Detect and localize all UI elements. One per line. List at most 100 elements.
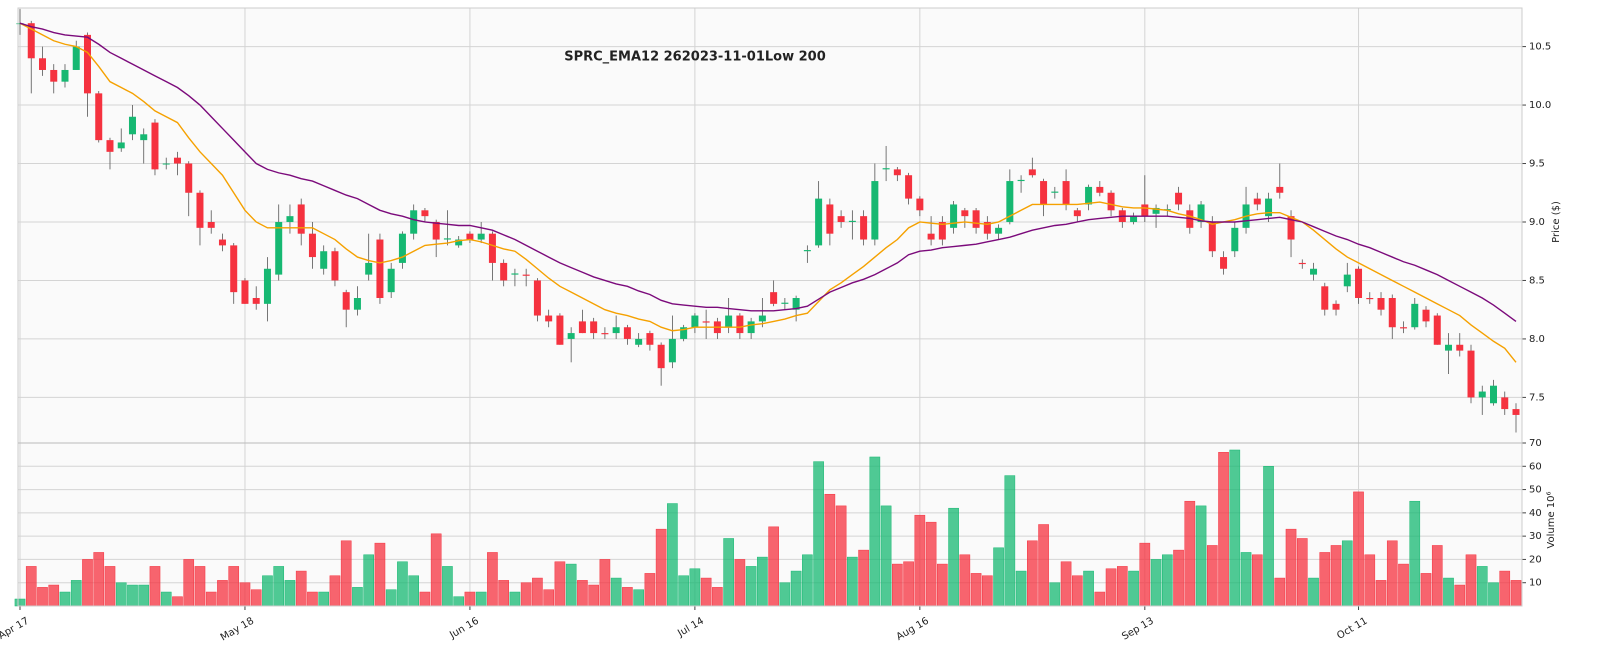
candle-body	[95, 93, 103, 141]
volume-bar	[1274, 577, 1286, 607]
volume-bar	[667, 503, 678, 607]
volume-bar	[1386, 540, 1398, 607]
candle-body	[1287, 216, 1295, 240]
candle-body	[511, 273, 519, 275]
marks	[14, 9, 1522, 607]
candle-body	[241, 280, 249, 304]
volume-bar	[430, 533, 442, 607]
volume-bar	[700, 577, 712, 607]
candle-body	[196, 192, 204, 228]
volume-tick-label: 20	[1529, 554, 1542, 565]
volume-bar	[1296, 538, 1308, 607]
volume-bar	[1353, 491, 1364, 607]
volume-bar	[1341, 540, 1353, 607]
volume-tick-label: 50	[1529, 485, 1542, 496]
volume-bar	[138, 584, 150, 607]
candle-body	[961, 210, 969, 217]
candle-body	[1040, 181, 1048, 205]
candle-body	[556, 315, 564, 345]
y-tick-label: 7.5	[1529, 392, 1545, 403]
candle-body	[72, 46, 80, 70]
candle-body	[1276, 186, 1284, 193]
volume-bar	[397, 561, 408, 607]
candle-body	[27, 23, 35, 59]
candle-body	[443, 238, 451, 240]
candle-body	[668, 338, 676, 363]
volume-bar	[1285, 528, 1297, 607]
volume-bar	[1218, 452, 1229, 607]
volume-bar	[48, 584, 60, 607]
y-tick-label: 8.0	[1529, 334, 1545, 345]
volume-bar	[790, 570, 802, 607]
volume-bar	[59, 591, 71, 607]
volume-bar	[1510, 580, 1522, 607]
candle-body	[1265, 198, 1273, 217]
volume-bar	[250, 589, 262, 607]
candle-body	[1006, 181, 1014, 222]
candle-body	[410, 210, 418, 234]
moving-average-line	[19, 22, 1517, 363]
volume-bar	[644, 573, 656, 607]
volume-bar	[442, 566, 453, 607]
volume-bar	[172, 596, 183, 607]
volume-bar	[273, 566, 285, 607]
candle-body	[207, 221, 215, 228]
candle-body	[117, 142, 125, 149]
volume-bar	[577, 580, 588, 607]
volume-bar	[307, 591, 318, 607]
volume-bar	[880, 505, 892, 607]
volume-tick-label: 60	[1529, 461, 1542, 472]
volume-bar	[363, 554, 375, 607]
volume-bar	[82, 559, 93, 607]
candle-body	[1062, 181, 1070, 205]
volume-bar	[149, 566, 161, 607]
volume-bar	[1049, 582, 1061, 607]
candle-body	[871, 181, 879, 240]
candle-body	[1208, 221, 1216, 252]
candle-body	[1107, 192, 1115, 211]
volume-bar	[183, 559, 195, 607]
candle-body	[995, 227, 1003, 234]
volume-bar	[610, 577, 622, 607]
volume-bar	[1206, 545, 1218, 607]
candle-body	[792, 298, 800, 310]
volume-bar	[824, 493, 836, 607]
volume-bar	[1173, 549, 1184, 607]
volume-axis-label: Volume 10⁶	[1546, 491, 1557, 548]
volume-bar	[903, 561, 914, 607]
volume-bar	[1251, 554, 1263, 607]
candle-body	[1490, 385, 1498, 404]
candle-body	[1445, 344, 1453, 351]
candle-body	[657, 344, 665, 369]
volume-bar	[104, 566, 116, 607]
candle-body	[185, 163, 193, 193]
volume-bar	[1229, 449, 1241, 607]
volume-bar	[1027, 540, 1038, 607]
volume-bar	[689, 568, 701, 607]
candle-body	[1512, 409, 1520, 415]
volume-bar	[520, 582, 532, 607]
volume-bar	[318, 591, 330, 607]
volume-bar	[1308, 577, 1319, 607]
volume-bar	[1139, 542, 1151, 607]
volume-bar	[1431, 545, 1443, 607]
x-tick-label: May 18	[219, 616, 256, 644]
candle-body	[736, 315, 744, 334]
candle-body	[1197, 204, 1205, 222]
x-tick-label: Apr 17	[0, 616, 31, 642]
volume-bar	[847, 556, 858, 607]
volume-bar	[498, 580, 509, 607]
candle-body	[893, 169, 901, 176]
candle-body	[230, 245, 238, 293]
x-tick-label: Sep 13	[1120, 616, 1156, 643]
candle-body	[567, 333, 575, 339]
volume-bar	[385, 589, 397, 607]
candle-body	[646, 333, 654, 345]
candle-body	[1028, 169, 1036, 176]
candle-body	[1130, 216, 1138, 222]
volume-bar	[419, 591, 431, 607]
volume-bar	[475, 591, 487, 607]
candle-body	[1220, 257, 1228, 269]
candle-body	[38, 58, 46, 70]
volume-bar	[1488, 582, 1499, 607]
